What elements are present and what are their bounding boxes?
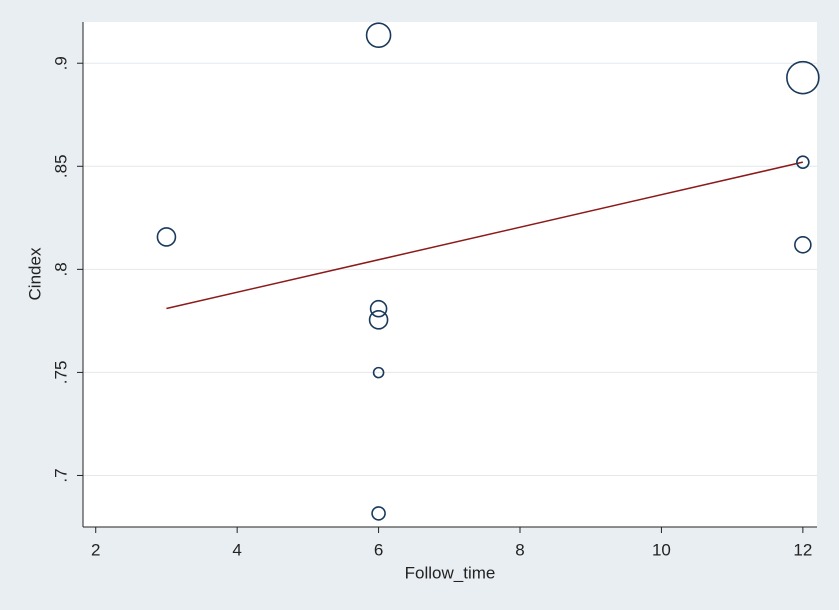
- y-tick-label: .85: [51, 154, 70, 178]
- bubble: [369, 299, 388, 318]
- bubble: [372, 366, 385, 379]
- fit-line: [166, 161, 804, 310]
- bubble: [371, 506, 386, 521]
- x-tick-label: 6: [374, 540, 383, 559]
- bubble: [796, 155, 810, 169]
- y-tick-label: .7: [51, 468, 70, 482]
- bubble: [368, 310, 389, 330]
- x-tick-label: 8: [515, 540, 524, 559]
- x-tick-label: 2: [91, 540, 100, 559]
- x-axis-label: Follow_time: [405, 563, 496, 582]
- plot-area: [83, 22, 817, 527]
- x-tick-label: 10: [652, 540, 671, 559]
- bubble: [794, 236, 812, 254]
- y-tick-label: .75: [51, 361, 70, 385]
- x-tick-label: 12: [793, 540, 812, 559]
- x-tick-label: 4: [232, 540, 241, 559]
- bubble: [156, 227, 177, 247]
- bubble: [786, 60, 820, 95]
- y-tick-label: .8: [51, 262, 70, 276]
- y-tick-label: .9: [51, 56, 70, 70]
- y-axis-label: Cindex: [25, 247, 44, 300]
- bubble: [365, 22, 392, 48]
